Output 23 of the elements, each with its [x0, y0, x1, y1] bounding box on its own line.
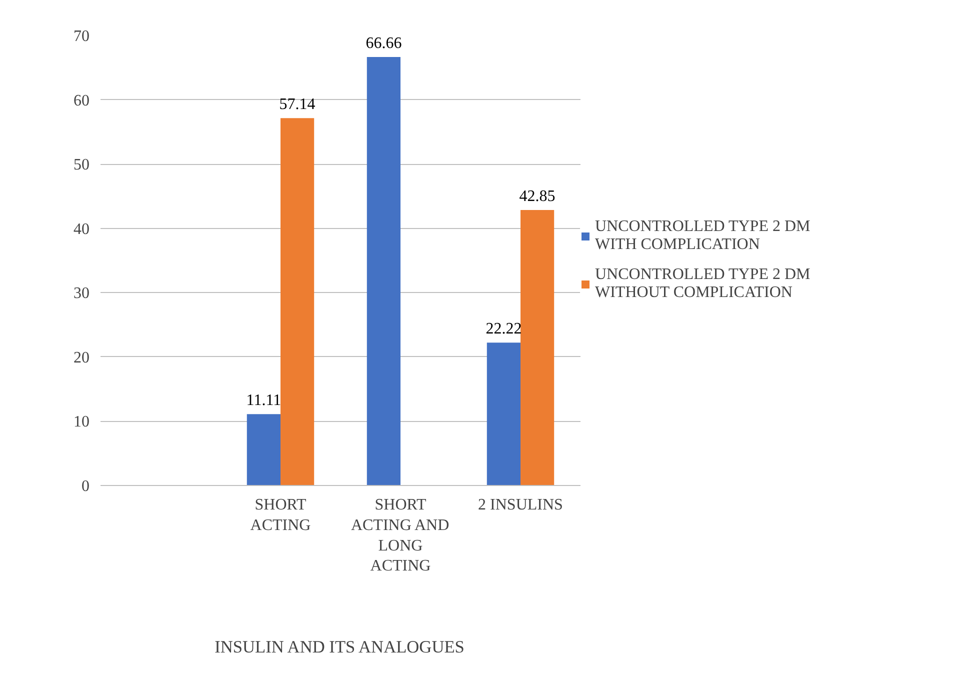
y-tick-label: 50 — [74, 156, 90, 174]
y-tick-label: 60 — [74, 92, 90, 110]
y-tick-label: 0 — [82, 478, 90, 495]
x-tick-label: SHORT ACTING — [250, 496, 312, 534]
legend-label: UNCONTROLLED TYPE 2 DM WITH COMPLICATION — [595, 218, 810, 254]
legend-label: UNCONTROLLED TYPE 2 DM WITHOUT COMPLICATION — [595, 266, 810, 302]
y-tick-label: 40 — [74, 220, 90, 238]
y-tick-label: 10 — [74, 414, 90, 431]
y-tick-label: 70 — [74, 28, 90, 45]
data-label: 66.66 — [366, 34, 402, 52]
data-label: 57.14 — [279, 96, 316, 114]
bar — [520, 210, 554, 486]
y-tick-label: 30 — [74, 285, 90, 302]
bar — [366, 56, 400, 486]
x-axis-title: INSULIN AND ITS ANALOGUES — [214, 638, 464, 657]
data-label: 42.85 — [519, 188, 556, 206]
bar — [280, 118, 314, 486]
data-label: 11.11 — [246, 392, 282, 410]
y-tick-label: 20 — [74, 349, 90, 366]
x-tick-label: 2 INSULINS — [478, 496, 563, 514]
x-tick-label: SHORT ACTING AND LONG ACTING — [350, 496, 450, 575]
bar — [486, 342, 520, 486]
bar — [246, 414, 280, 486]
